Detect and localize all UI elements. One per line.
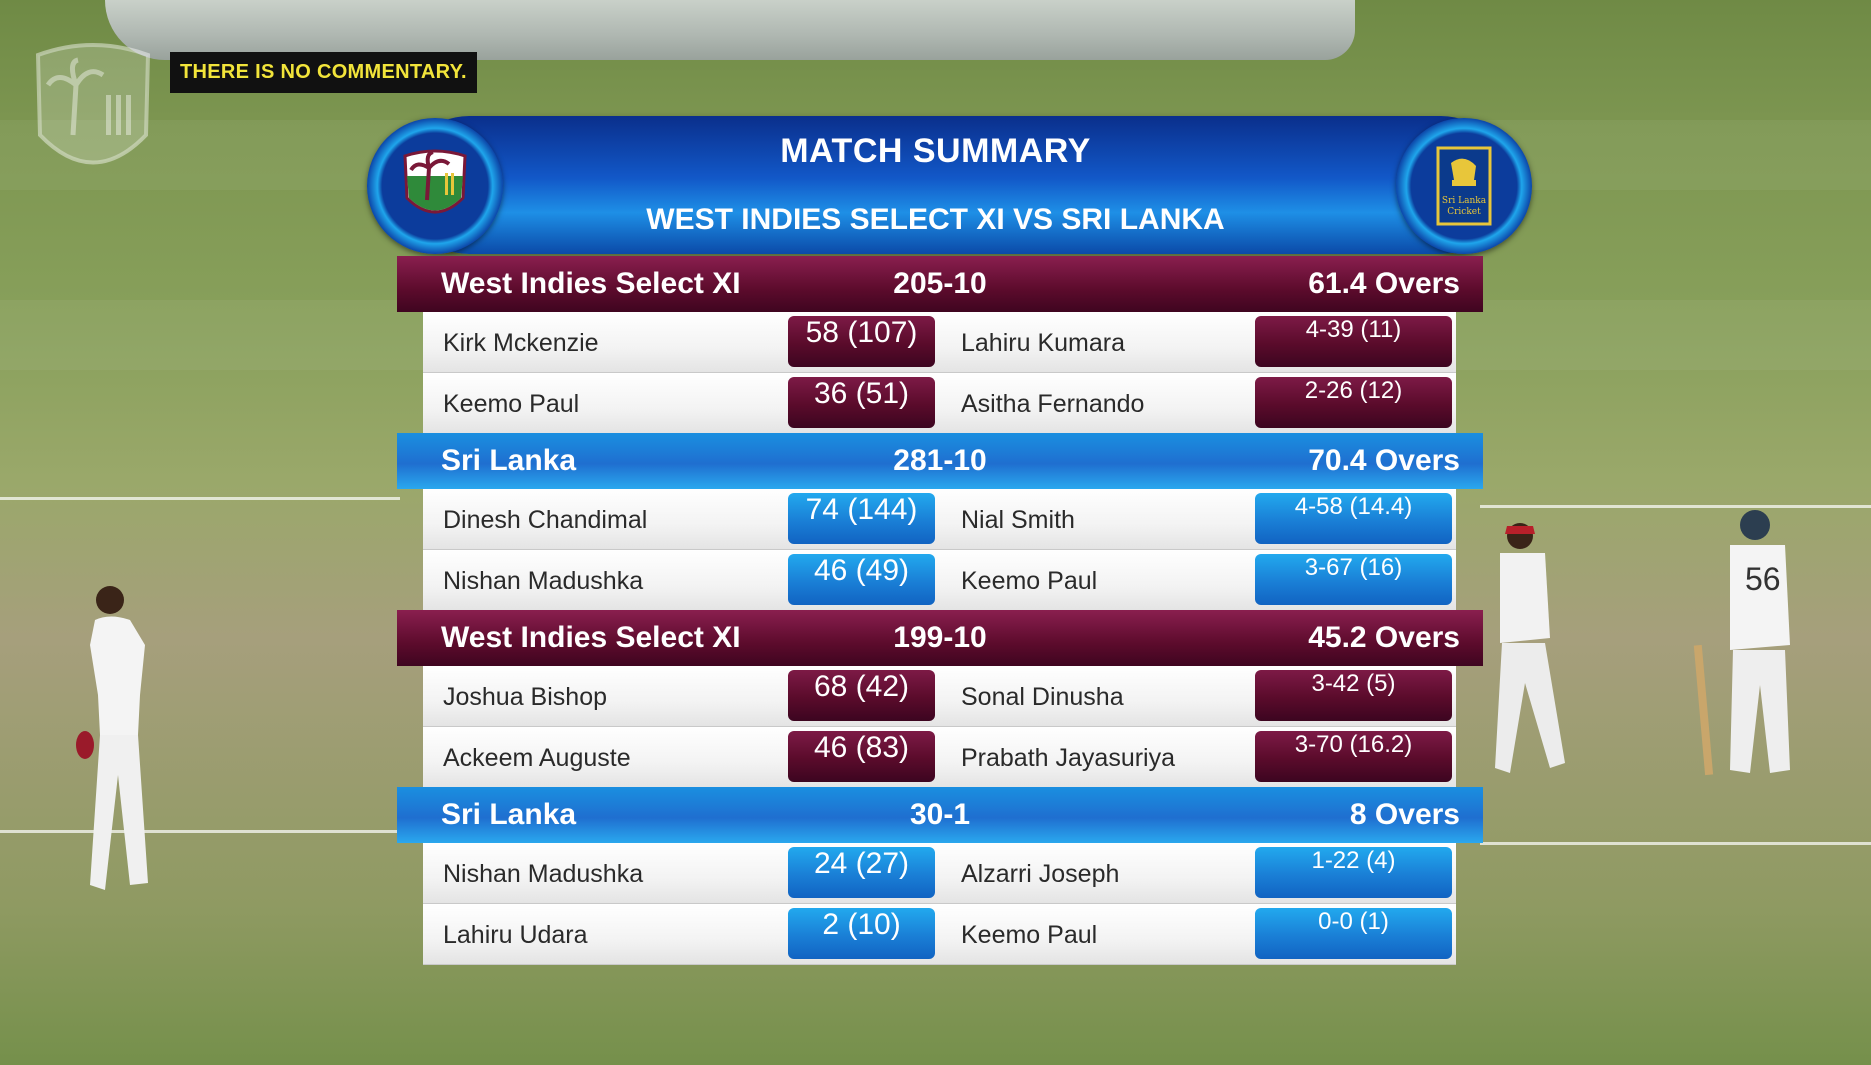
lion-crest-icon — [1436, 146, 1492, 226]
bowling-figures: 2-26 (12) — [1255, 377, 1452, 428]
umpire-figure — [1495, 523, 1565, 773]
team-overs: 61.4 Overs — [1308, 267, 1460, 300]
team-overs: 70.4 Overs — [1308, 444, 1460, 477]
batting-figures: 46 (83) — [788, 731, 935, 782]
team-score: 199-10 — [893, 621, 987, 654]
innings-2-row-2: Nishan Madushka 46 (49) Keemo Paul 3-67 … — [423, 550, 1456, 611]
team-score: 281-10 — [893, 444, 987, 477]
team-overs: 45.2 Overs — [1308, 621, 1460, 654]
batting-figures: 46 (49) — [788, 554, 935, 605]
team-name: Sri Lanka — [441, 798, 577, 831]
bowling-figures: 3-67 (16) — [1255, 554, 1452, 605]
pitch-covers — [105, 0, 1355, 60]
innings-3-row-1: Joshua Bishop 68 (42) Sonal Dinusha 3-42… — [423, 666, 1456, 727]
palm-tree-icon — [403, 149, 467, 214]
badge-text-line: Cricket — [1447, 207, 1481, 217]
batting-figures: 74 (144) — [788, 493, 935, 544]
match-summary-header — [400, 116, 1510, 254]
page-title: MATCH SUMMARY — [780, 132, 1091, 170]
innings-1-row-2: Keemo Paul 36 (51) Asitha Fernando 2-26 … — [423, 373, 1456, 434]
bowler-name: Sonal Dinusha — [961, 683, 1124, 711]
innings-1-team-bar: West Indies Select XI 205-10 61.4 Overs — [397, 256, 1483, 312]
batter-name: Nishan Madushka — [443, 860, 644, 888]
batting-figures: 58 (107) — [788, 316, 935, 367]
innings-4-team-bar: Sri Lanka 30-1 8 Overs — [397, 787, 1483, 843]
team-name: Sri Lanka — [441, 444, 577, 477]
crease-line — [0, 497, 400, 500]
bowling-figures: 3-70 (16.2) — [1255, 731, 1452, 782]
bowling-figures: 3-42 (5) — [1255, 670, 1452, 721]
crease-line — [0, 830, 420, 833]
innings-3-row-2: Ackeem Auguste 46 (83) Prabath Jayasuriy… — [423, 727, 1456, 788]
bowler-name: Alzarri Joseph — [961, 860, 1120, 888]
bowler-name: Keemo Paul — [961, 921, 1098, 949]
bowler-name: Nial Smith — [961, 506, 1075, 534]
innings-2-row-1: Dinesh Chandimal 74 (144) Nial Smith 4-5… — [423, 489, 1456, 550]
innings-1-row-1: Kirk Mckenzie 58 (107) Lahiru Kumara 4-3… — [423, 312, 1456, 373]
sri-lanka-cricket-logo: Sri Lanka Cricket — [1396, 118, 1532, 254]
batter-figure: 56 — [1693, 510, 1790, 776]
crease-line — [1480, 842, 1871, 845]
batter-name: Dinesh Chandimal — [443, 506, 648, 534]
innings-2-team-bar: Sri Lanka 281-10 70.4 Overs — [397, 433, 1483, 489]
team-name: West Indies Select XI — [441, 267, 741, 300]
bowler-name: Asitha Fernando — [961, 390, 1145, 418]
batting-figures: 68 (42) — [788, 670, 935, 721]
batter-name: Kirk Mckenzie — [443, 329, 599, 357]
team-name: West Indies Select XI — [441, 621, 741, 654]
bowling-figures: 4-39 (11) — [1255, 316, 1452, 367]
bowler-name: Lahiru Kumara — [961, 329, 1125, 357]
bowling-figures: 4-58 (14.4) — [1255, 493, 1452, 544]
commentary-notice: THERE IS NO COMMENTARY. — [170, 52, 477, 93]
batting-figures: 36 (51) — [788, 377, 935, 428]
team-overs: 8 Overs — [1349, 798, 1460, 831]
west-indies-watermark-logo — [35, 43, 151, 165]
badge-text-line: Sri Lanka — [1441, 196, 1487, 206]
batting-figures: 2 (10) — [788, 908, 935, 959]
west-indies-logo — [367, 118, 503, 254]
bowler-name: Prabath Jayasuriya — [961, 744, 1176, 772]
match-subtitle: WEST INDIES SELECT XI VS SRI LANKA — [646, 203, 1225, 236]
bowler-name: Keemo Paul — [961, 567, 1098, 595]
crease-line — [1480, 505, 1871, 508]
shirt-number: 56 — [1745, 561, 1781, 597]
innings-4-row-1: Nishan Madushka 24 (27) Alzarri Joseph 1… — [423, 843, 1456, 904]
innings-3-team-bar: West Indies Select XI 199-10 45.2 Overs — [397, 610, 1483, 666]
batter-name: Nishan Madushka — [443, 567, 644, 595]
batting-figures: 24 (27) — [788, 847, 935, 898]
innings-4-row-2: Lahiru Udara 2 (10) Keemo Paul 0-0 (1) — [423, 904, 1456, 965]
batter-name: Lahiru Udara — [443, 921, 588, 949]
fielder-left-figure — [76, 586, 148, 890]
batter-name: Keemo Paul — [443, 390, 580, 418]
team-score: 30-1 — [909, 798, 971, 831]
bowling-figures: 1-22 (4) — [1255, 847, 1452, 898]
bowling-figures: 0-0 (1) — [1255, 908, 1452, 959]
team-score: 205-10 — [893, 267, 987, 300]
batter-name: Ackeem Auguste — [443, 744, 631, 772]
batter-name: Joshua Bishop — [443, 683, 608, 711]
